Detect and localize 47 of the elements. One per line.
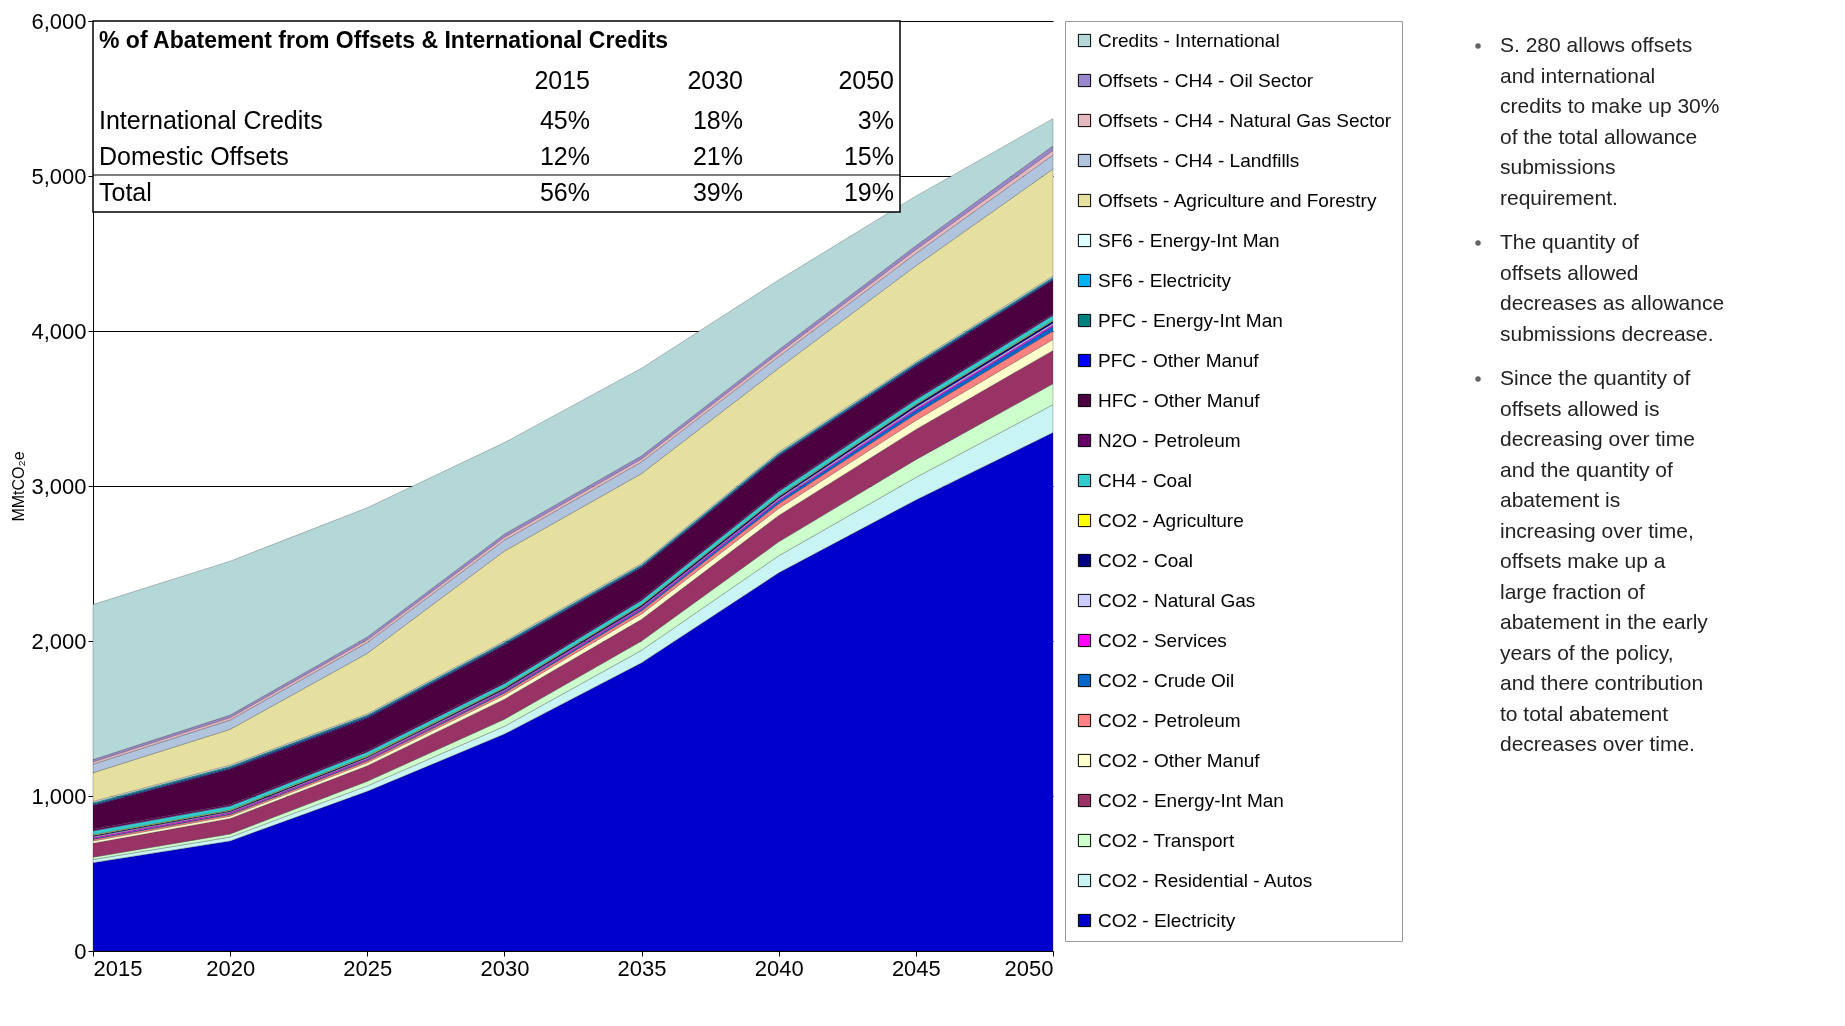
text: Since the quantity of offsets allowed is decreasing over time and the quantity of abatement is increasing over time, offsets make up a large fraction of abatement in the early years of the policy, and there contribution to total abatement decreases over time.	[1500, 366, 1708, 755]
legend-label: Offsets - CH4 - Landfills	[1098, 149, 1300, 171]
y-tick-label: 4,000	[31, 318, 87, 344]
x-tick-label: 2025	[343, 955, 393, 981]
y-tick-label: 6,000	[31, 8, 87, 34]
legend-label: Offsets - CH4 - Natural Gas Sector	[1098, 109, 1392, 131]
y-tick-label: 2,000	[31, 628, 87, 654]
legend-label: CO2 - Petroleum	[1098, 709, 1241, 731]
legend-label: N2O - Petroleum	[1098, 429, 1241, 451]
legend-label: CO2 - Natural Gas	[1098, 589, 1256, 611]
text: 2015 2030 2050	[534, 66, 894, 94]
legend-label: CO2 - Energy-Int Man	[1098, 789, 1284, 811]
legend-label: CO2 - Coal	[1098, 549, 1194, 571]
x-tick-label: 2045	[891, 955, 941, 981]
legend-label: CH4 - Coal	[1098, 469, 1192, 491]
legend-label: PFC - Other Manuf	[1098, 349, 1260, 371]
y-tick-label: 0	[74, 938, 87, 964]
x-tick-label: 2020	[206, 955, 256, 981]
y-axis-title: MMtCO₂e	[10, 451, 28, 522]
legend-label: SF6 - Energy-Int Man	[1098, 229, 1280, 251]
legend-label: CO2 - Electricity	[1098, 909, 1236, 931]
y-tick-label: 3,000	[31, 473, 87, 499]
legend-label: CO2 - Services	[1098, 629, 1227, 651]
x-tick-label: 2035	[617, 955, 667, 981]
legend-label: Credits - International	[1098, 29, 1280, 51]
legend-label: HFC - Other Manuf	[1098, 389, 1261, 411]
legend-label: PFC - Energy-Int Man	[1098, 309, 1283, 331]
x-tick-label: 2015	[93, 955, 143, 981]
legend-label: CO2 - Other Manuf	[1098, 749, 1261, 771]
legend-label: CO2 - Transport	[1098, 829, 1235, 851]
x-tick-label: 2040	[754, 955, 804, 981]
legend-label: CO2 - Residential - Autos	[1098, 869, 1313, 891]
legend-label: CO2 - Agriculture	[1098, 509, 1244, 531]
y-tick-label: 1,000	[31, 783, 87, 809]
legend-label: CO2 - Crude Oil	[1098, 669, 1235, 691]
x-tick-label: 2030	[480, 955, 530, 981]
annotation: % of Abatement from Offsets & International Credits	[99, 27, 669, 53]
legend-label: SF6 - Electricity	[1098, 269, 1232, 291]
legend-label: Offsets - Agriculture and Forestry	[1098, 189, 1377, 211]
text: International Credits 45% 18% 3%	[99, 106, 894, 134]
text: The quantity of offsets allowed decreases as allowance submissions decrease.	[1500, 230, 1725, 345]
legend-label: Offsets - CH4 - Oil Sector	[1098, 69, 1314, 91]
text: S. 280 allows offsets and international credits to make up 30% of the total allowance submissions requirement.	[1500, 33, 1720, 209]
x-tick-label: 2050	[1004, 955, 1054, 981]
text: Total 56% 39% 19%	[99, 178, 894, 206]
y-tick-label: 5,000	[31, 163, 87, 189]
text: Domestic Offsets 12% 21% 15%	[99, 142, 894, 170]
